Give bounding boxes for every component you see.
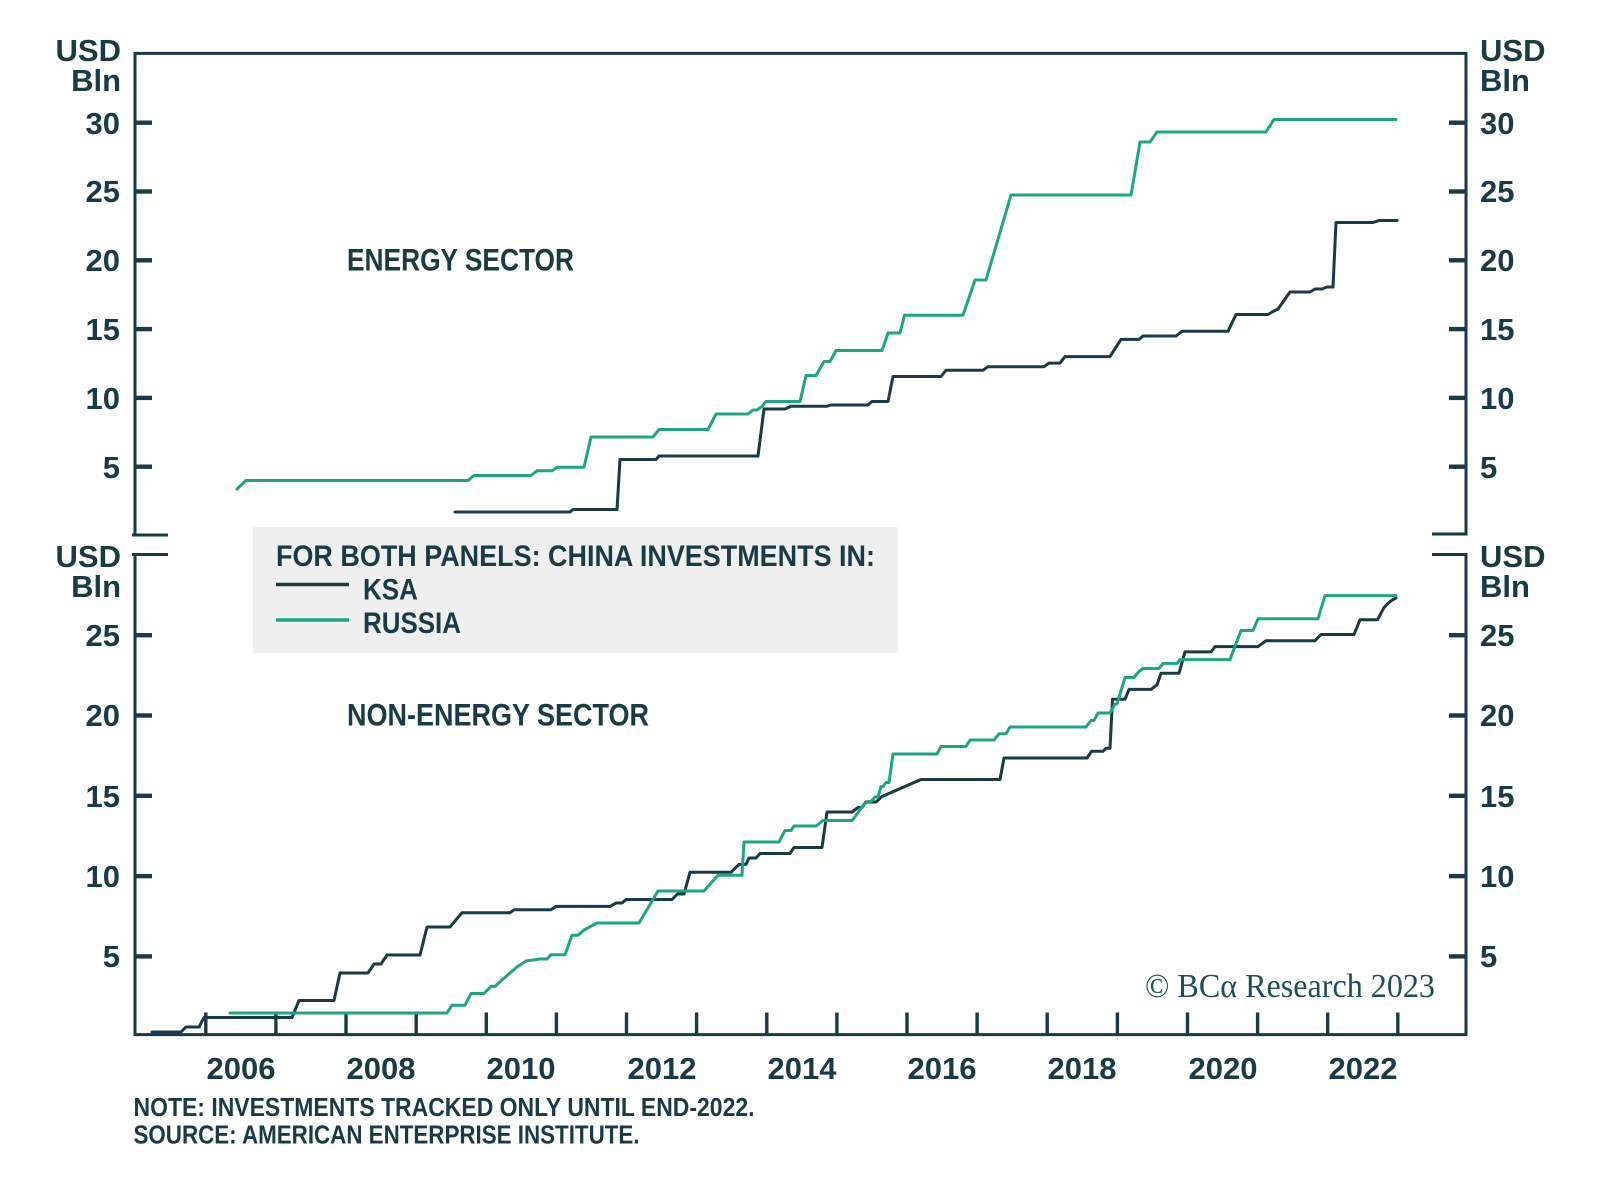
svg-text:NOTE: INVESTMENTS TRACKED ONLY: NOTE: INVESTMENTS TRACKED ONLY UNTIL END… bbox=[134, 1094, 755, 1122]
svg-text:2020: 2020 bbox=[1189, 1051, 1258, 1086]
svg-text:Bln: Bln bbox=[1480, 63, 1530, 98]
svg-text:2006: 2006 bbox=[207, 1051, 276, 1086]
svg-text:2010: 2010 bbox=[487, 1051, 556, 1086]
svg-text:USD: USD bbox=[1480, 539, 1545, 574]
svg-text:15: 15 bbox=[1480, 779, 1514, 814]
svg-text:10: 10 bbox=[86, 859, 120, 894]
svg-text:Bln: Bln bbox=[71, 569, 121, 604]
svg-text:2008: 2008 bbox=[347, 1051, 416, 1086]
svg-text:15: 15 bbox=[1480, 312, 1514, 347]
svg-text:20: 20 bbox=[1480, 243, 1514, 278]
svg-text:2022: 2022 bbox=[1329, 1051, 1398, 1086]
svg-text:KSA: KSA bbox=[363, 574, 418, 607]
svg-text:20: 20 bbox=[86, 698, 120, 733]
svg-text:ENERGY SECTOR: ENERGY SECTOR bbox=[347, 242, 574, 278]
svg-text:NON-ENERGY SECTOR: NON-ENERGY SECTOR bbox=[347, 697, 649, 733]
svg-text:5: 5 bbox=[1480, 939, 1497, 974]
svg-text:10: 10 bbox=[1480, 381, 1514, 416]
svg-text:Bln: Bln bbox=[1480, 569, 1530, 604]
svg-text:25: 25 bbox=[86, 618, 120, 653]
svg-text:5: 5 bbox=[103, 450, 120, 485]
svg-text:USD: USD bbox=[56, 539, 121, 574]
svg-text:5: 5 bbox=[1480, 450, 1497, 485]
svg-text:20: 20 bbox=[1480, 698, 1514, 733]
svg-text:SOURCE: AMERICAN ENTERPRISE IN: SOURCE: AMERICAN ENTERPRISE INSTITUTE. bbox=[134, 1122, 640, 1150]
svg-text:30: 30 bbox=[1480, 106, 1514, 141]
svg-text:2016: 2016 bbox=[908, 1051, 977, 1086]
svg-text:25: 25 bbox=[1480, 174, 1514, 209]
svg-text:10: 10 bbox=[86, 381, 120, 416]
svg-text:Bln: Bln bbox=[71, 63, 121, 98]
svg-text:25: 25 bbox=[86, 174, 120, 209]
svg-text:20: 20 bbox=[86, 243, 120, 278]
svg-text:RUSSIA: RUSSIA bbox=[363, 607, 461, 640]
svg-text:2014: 2014 bbox=[768, 1051, 838, 1086]
svg-text:2012: 2012 bbox=[628, 1051, 697, 1086]
svg-text:25: 25 bbox=[1480, 618, 1514, 653]
svg-text:15: 15 bbox=[86, 779, 120, 814]
svg-text:USD: USD bbox=[56, 33, 121, 68]
svg-text:30: 30 bbox=[86, 106, 120, 141]
svg-text:© BCα Research 2023: © BCα Research 2023 bbox=[1145, 968, 1435, 1005]
svg-text:FOR BOTH PANELS: CHINA INVESTM: FOR BOTH PANELS: CHINA INVESTMENTS IN: bbox=[276, 540, 875, 573]
svg-text:15: 15 bbox=[86, 312, 120, 347]
svg-text:5: 5 bbox=[103, 939, 120, 974]
svg-text:10: 10 bbox=[1480, 859, 1514, 894]
svg-text:2018: 2018 bbox=[1048, 1051, 1117, 1086]
svg-text:USD: USD bbox=[1480, 33, 1545, 68]
